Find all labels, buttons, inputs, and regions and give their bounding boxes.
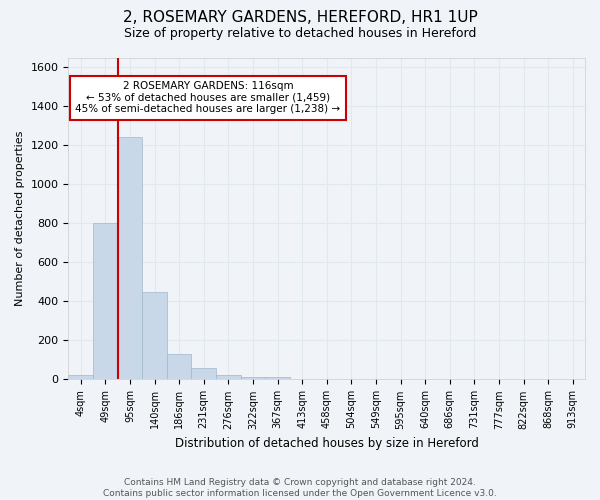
Bar: [216, 374, 241, 380]
Text: 2, ROSEMARY GARDENS, HEREFORD, HR1 1UP: 2, ROSEMARY GARDENS, HEREFORD, HR1 1UP: [122, 10, 478, 25]
Bar: [241, 376, 265, 380]
Y-axis label: Number of detached properties: Number of detached properties: [15, 131, 25, 306]
Bar: [93, 224, 118, 380]
Text: Contains HM Land Registry data © Crown copyright and database right 2024.
Contai: Contains HM Land Registry data © Crown c…: [103, 478, 497, 498]
X-axis label: Distribution of detached houses by size in Hereford: Distribution of detached houses by size …: [175, 437, 479, 450]
Text: Size of property relative to detached houses in Hereford: Size of property relative to detached ho…: [124, 28, 476, 40]
Bar: [68, 374, 93, 380]
Bar: [167, 354, 191, 380]
Bar: [265, 376, 290, 380]
Bar: [142, 292, 167, 380]
Bar: [191, 368, 216, 380]
Text: 2 ROSEMARY GARDENS: 116sqm
← 53% of detached houses are smaller (1,459)
45% of s: 2 ROSEMARY GARDENS: 116sqm ← 53% of deta…: [76, 81, 340, 114]
Bar: [118, 138, 142, 380]
